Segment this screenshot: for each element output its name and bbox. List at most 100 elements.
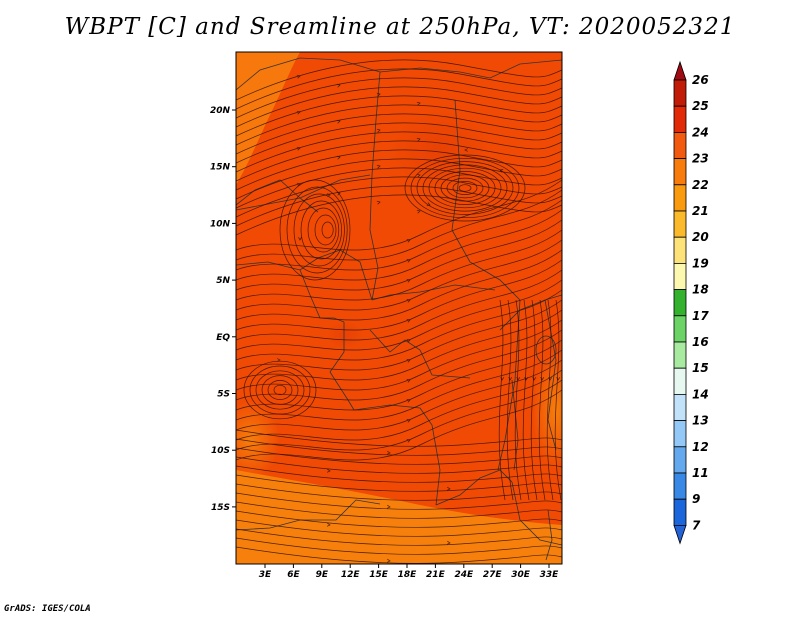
- colorbar-label: 12: [692, 440, 709, 454]
- streamline: [293, 193, 345, 267]
- streamline: [452, 181, 478, 195]
- colorbar-label: 13: [692, 414, 709, 428]
- streamline: [236, 77, 562, 119]
- streamline: [236, 219, 562, 291]
- streamline: [236, 465, 562, 483]
- streamline-arrow: [296, 74, 301, 79]
- streamline: [236, 474, 562, 492]
- streamline: [236, 483, 562, 501]
- latitude-axis: 20N 15N 10N 5N EQ 5S 10S 15S: [210, 106, 236, 513]
- streamline-arrow: [406, 259, 411, 263]
- streamline: [236, 189, 562, 261]
- streamline-arrow: [406, 359, 411, 363]
- lon-tick-label: 18E: [398, 570, 418, 580]
- colorbar-segment: [673, 289, 687, 317]
- colorbar-segment: [673, 210, 687, 238]
- streamline: [236, 519, 562, 537]
- streamline: [236, 140, 562, 182]
- lat-tick-label: 10N: [210, 219, 231, 229]
- colorbar-label: 14: [692, 387, 709, 401]
- streamline-arrow: [326, 468, 331, 473]
- colorbar-label: 17: [692, 309, 709, 323]
- streamline: [236, 389, 562, 461]
- colorbar-segment: [673, 79, 687, 107]
- streamline: [249, 365, 311, 415]
- streamline-arrow: [446, 540, 451, 545]
- streamline-arrow: [516, 376, 521, 381]
- wbpt-shading-central-patch: [327, 321, 363, 349]
- streamline: [236, 229, 562, 301]
- streamline: [300, 200, 342, 260]
- lat-tick-label: 5S: [217, 390, 230, 400]
- streamline: [286, 186, 348, 274]
- streamline: [236, 131, 562, 173]
- colorbar-label: 15: [692, 361, 709, 375]
- streamline: [273, 384, 287, 396]
- streamline: [236, 492, 562, 510]
- streamline-arrow: [540, 376, 545, 381]
- streamline-arrow: [406, 319, 411, 323]
- streamline-arrow: [298, 237, 302, 241]
- colorbar: 26 25 24 23 22 21 20 19 18 17 16 15 14 13 12 11 9 7: [673, 60, 709, 545]
- longitude-axis: 3E 6E 9E 12E 15E 18E 21E 24E 27E 30E 33E: [259, 564, 559, 580]
- streamline: [236, 259, 562, 331]
- map-panel: [236, 52, 562, 564]
- colorbar-label: 25: [692, 99, 709, 113]
- colorbar-segment: [673, 158, 687, 186]
- colorbar-segment: [673, 262, 687, 290]
- streamline-arrow: [426, 202, 431, 206]
- streamline: [236, 319, 562, 391]
- streamline: [236, 359, 562, 431]
- wbpt-shading-northwest: [236, 52, 300, 185]
- lon-tick-label: 30E: [511, 570, 531, 580]
- colorbar-segment: [673, 367, 687, 395]
- streamline: [321, 221, 334, 239]
- streamline: [314, 214, 337, 246]
- streamline-arrow: [406, 379, 411, 383]
- colorbar-label: 19: [692, 256, 709, 270]
- streamline: [236, 329, 562, 401]
- streamline: [236, 179, 562, 251]
- streamline: [236, 379, 562, 451]
- streamline: [434, 171, 496, 205]
- streamline-arrow: [499, 169, 504, 173]
- lon-tick-label: 27E: [483, 570, 503, 580]
- streamline: [514, 299, 522, 501]
- streamline: [236, 86, 562, 128]
- colorbar-bottom-arrow: [673, 525, 687, 545]
- streamline: [458, 184, 472, 192]
- streamline: [236, 279, 562, 351]
- streamline-arrow: [296, 146, 301, 151]
- streamline-arrow: [406, 419, 411, 423]
- lon-tick-label: 33E: [540, 570, 560, 580]
- colorbar-segment: [673, 498, 687, 526]
- streamline: [236, 369, 562, 441]
- streamline-arrow: [524, 376, 529, 381]
- streamline-arrow: [406, 339, 411, 343]
- colorbar-segment: [673, 236, 687, 264]
- streamline-arrow: [406, 399, 411, 403]
- streamline-arrow: [508, 376, 513, 381]
- colorbar-label: 20: [692, 230, 709, 244]
- streamline-arrow: [464, 148, 468, 152]
- wbpt-shading-south: [236, 470, 562, 564]
- streamline-arrow: [556, 376, 561, 381]
- streamline-arrow: [376, 200, 381, 205]
- streamline: [236, 209, 562, 281]
- colorbar-label: 24: [692, 125, 709, 139]
- streamline-arrow: [376, 92, 381, 97]
- streamline: [530, 299, 538, 501]
- streamline: [236, 95, 562, 137]
- streamline: [522, 299, 530, 501]
- streamline: [261, 375, 299, 405]
- streamline-arrow: [376, 128, 381, 133]
- colorbar-label: 22: [692, 178, 709, 192]
- streamline: [446, 177, 484, 199]
- streamline: [546, 299, 554, 501]
- colorbar-top-arrow: [673, 60, 687, 81]
- streamline: [236, 199, 562, 271]
- streamline-arrow: [277, 358, 281, 362]
- streamline: [422, 164, 508, 212]
- streamlines: [236, 59, 562, 564]
- lat-tick-label: 15S: [211, 503, 230, 513]
